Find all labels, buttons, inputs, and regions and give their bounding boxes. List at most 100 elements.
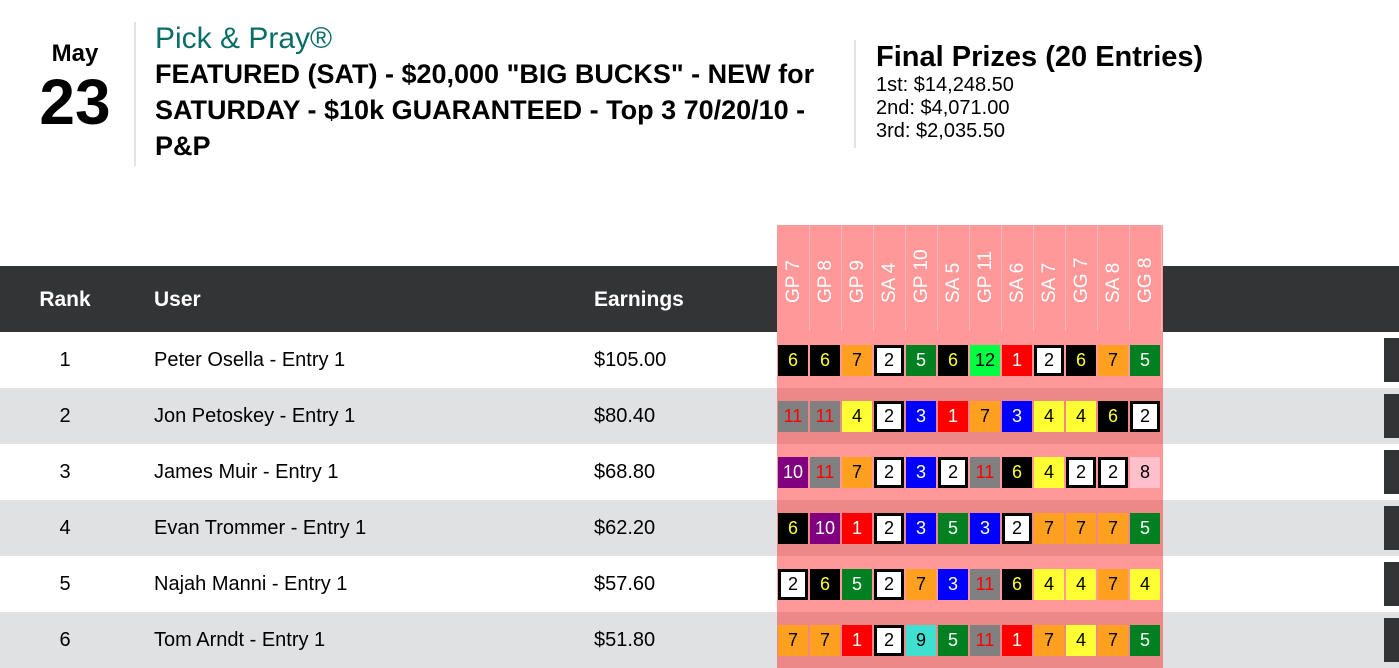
table-row[interactable]: 5 Najah Manni - Entry 1 $57.60 2 6 5 2 7 3 11 6 4 4 7… bbox=[0, 556, 1399, 612]
user-cell[interactable]: Tom Arndt - Entry 1 bbox=[154, 629, 326, 651]
pick-saddlecloth: 7 bbox=[842, 457, 872, 488]
pick-saddlecloth: 7 bbox=[1098, 513, 1128, 544]
rank-cell: 4 bbox=[59, 517, 71, 539]
earnings-cell: $57.60 bbox=[594, 573, 656, 595]
pick-saddlecloth: 3 bbox=[938, 569, 968, 600]
date-month: May bbox=[51, 40, 99, 67]
pick-saddlecloth: 4 bbox=[1130, 569, 1160, 600]
pick-saddlecloth: 4 bbox=[1034, 457, 1064, 488]
pick-saddlecloth: 3 bbox=[906, 513, 936, 544]
race-header: SA 7 bbox=[1034, 225, 1066, 331]
final-prizes: Final Prizes (20 Entries) 1st: $14,248.5… bbox=[876, 40, 1203, 143]
row-action-handle[interactable] bbox=[1384, 450, 1399, 494]
event-title: FEATURED (SAT) - $20,000 "BIG BUCKS" - N… bbox=[155, 59, 815, 161]
race-label: GP 10 bbox=[910, 249, 932, 303]
user-cell[interactable]: Najah Manni - Entry 1 bbox=[154, 573, 348, 595]
table-row[interactable]: 6 Tom Arndt - Entry 1 $51.80 7 7 1 2 9 5 11 1 7 4 7 5 bbox=[0, 612, 1399, 668]
prize-1st: 1st: $14,248.50 bbox=[876, 74, 1014, 96]
date-day: 23 bbox=[39, 66, 111, 138]
pick-saddlecloth: 1 bbox=[842, 513, 872, 544]
pick-saddlecloth: 4 bbox=[1034, 401, 1064, 432]
earnings-cell: $105.00 bbox=[594, 349, 667, 371]
table-row[interactable]: 4 Evan Trommer - Entry 1 $62.20 6 10 1 2 3 5 3 2 7 7… bbox=[0, 500, 1399, 556]
rank-cell: 6 bbox=[59, 629, 71, 651]
earnings-cell: $80.40 bbox=[594, 405, 656, 427]
user-cell[interactable]: Peter Osella - Entry 1 bbox=[154, 349, 346, 371]
picks: 7 7 1 2 9 5 11 1 7 4 7 5 bbox=[778, 612, 1162, 668]
picks: 2 6 5 2 7 3 11 6 4 4 7 4 bbox=[778, 556, 1162, 612]
leaderboard-rows: 1 Peter Osella - Entry 1 $105.00 6 6 7 2 5 6 12 1 2… bbox=[0, 332, 1399, 668]
race-header: GP 10 bbox=[906, 225, 938, 331]
pick-saddlecloth: 6 bbox=[810, 569, 840, 600]
row-action-handle[interactable] bbox=[1384, 338, 1399, 382]
header-rank[interactable]: Rank bbox=[39, 288, 91, 311]
race-label: SA 4 bbox=[878, 262, 900, 303]
user-cell[interactable]: Evan Trommer - Entry 1 bbox=[154, 517, 367, 539]
pick-saddlecloth: 4 bbox=[1066, 569, 1096, 600]
table-row[interactable]: 3 James Muir - Entry 1 $68.80 10 11 7 2 3 2 11 6 4 2… bbox=[0, 444, 1399, 500]
race-header: SA 5 bbox=[938, 225, 970, 331]
pick-saddlecloth: 5 bbox=[938, 513, 968, 544]
pick-saddlecloth: 5 bbox=[938, 625, 968, 656]
pick-saddlecloth: 10 bbox=[778, 457, 808, 488]
pick-saddlecloth: 3 bbox=[1002, 401, 1032, 432]
pick-saddlecloth: 1 bbox=[1002, 625, 1032, 656]
picks: 10 11 7 2 3 2 11 6 4 2 2 8 bbox=[778, 444, 1162, 500]
pick-saddlecloth: 7 bbox=[1098, 625, 1128, 656]
pick-saddlecloth: 5 bbox=[1130, 513, 1160, 544]
pick-saddlecloth: 11 bbox=[778, 401, 808, 432]
pick-saddlecloth: 6 bbox=[1002, 457, 1032, 488]
pick-saddlecloth: 2 bbox=[874, 345, 904, 376]
race-label: SA 7 bbox=[1038, 262, 1060, 303]
row-action-handle[interactable] bbox=[1384, 618, 1399, 662]
user-cell[interactable]: James Muir - Entry 1 bbox=[154, 461, 339, 483]
table-row[interactable]: 2 Jon Petoskey - Entry 1 $80.40 11 11 4 2 3 1 7 3 4… bbox=[0, 388, 1399, 444]
pick-saddlecloth: 2 bbox=[1034, 345, 1064, 376]
brand-name: Pick & Pray® bbox=[155, 22, 333, 55]
pick-saddlecloth: 6 bbox=[778, 345, 808, 376]
pick-saddlecloth: 2 bbox=[938, 457, 968, 488]
pick-saddlecloth: 1 bbox=[842, 625, 872, 656]
pick-saddlecloth: 6 bbox=[1066, 345, 1096, 376]
race-label: SA 8 bbox=[1102, 262, 1124, 303]
pick-saddlecloth: 6 bbox=[938, 345, 968, 376]
race-label: GP 9 bbox=[846, 260, 868, 303]
race-label: GP 7 bbox=[782, 260, 804, 303]
pick-saddlecloth: 4 bbox=[842, 401, 872, 432]
pick-saddlecloth: 6 bbox=[778, 513, 808, 544]
contest-title: Pick & Pray® FEATURED (SAT) - $20,000 "B… bbox=[155, 22, 845, 164]
row-action-handle[interactable] bbox=[1384, 506, 1399, 550]
row-action-handle[interactable] bbox=[1384, 562, 1399, 606]
pick-saddlecloth: 5 bbox=[1130, 345, 1160, 376]
header-earnings[interactable]: Earnings bbox=[594, 288, 684, 311]
pick-saddlecloth: 10 bbox=[810, 513, 840, 544]
pick-saddlecloth: 7 bbox=[1034, 513, 1064, 544]
pick-saddlecloth: 5 bbox=[906, 345, 936, 376]
pick-saddlecloth: 2 bbox=[874, 569, 904, 600]
prizes-heading: Final Prizes (20 Entries) bbox=[876, 41, 1204, 73]
pick-saddlecloth: 5 bbox=[1130, 625, 1160, 656]
race-label: GP 8 bbox=[814, 260, 836, 303]
race-label: SA 6 bbox=[1006, 262, 1028, 303]
user-cell[interactable]: Jon Petoskey - Entry 1 bbox=[154, 405, 356, 427]
header-user[interactable]: User bbox=[154, 288, 201, 311]
race-header: GG 8 bbox=[1130, 225, 1162, 331]
pick-saddlecloth: 1 bbox=[1002, 345, 1032, 376]
pick-saddlecloth: 2 bbox=[778, 569, 808, 600]
row-action-handle[interactable] bbox=[1384, 394, 1399, 438]
pick-saddlecloth: 7 bbox=[778, 625, 808, 656]
pick-saddlecloth: 2 bbox=[1066, 457, 1096, 488]
pick-saddlecloth: 2 bbox=[1002, 513, 1032, 544]
pick-saddlecloth: 1 bbox=[938, 401, 968, 432]
rank-cell: 1 bbox=[59, 349, 71, 371]
earnings-cell: $68.80 bbox=[594, 461, 656, 483]
pick-saddlecloth: 7 bbox=[810, 625, 840, 656]
pick-saddlecloth: 8 bbox=[1130, 457, 1160, 488]
pick-saddlecloth: 3 bbox=[906, 401, 936, 432]
pick-saddlecloth: 7 bbox=[906, 569, 936, 600]
pick-saddlecloth: 2 bbox=[874, 513, 904, 544]
pick-saddlecloth: 6 bbox=[1002, 569, 1032, 600]
table-row[interactable]: 1 Peter Osella - Entry 1 $105.00 6 6 7 2 5 6 12 1 2… bbox=[0, 332, 1399, 388]
pick-saddlecloth: 2 bbox=[1130, 401, 1160, 432]
pick-saddlecloth: 5 bbox=[842, 569, 872, 600]
